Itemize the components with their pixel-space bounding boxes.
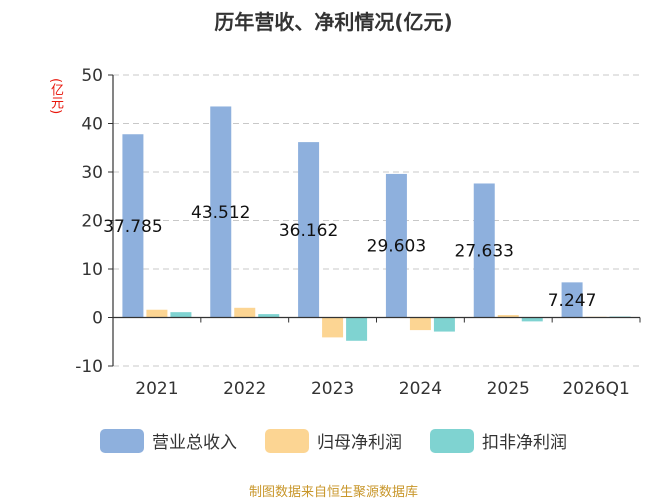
legend-label: 归母净利润 xyxy=(317,433,402,453)
legend-item[interactable]: 归母净利润 xyxy=(265,428,402,453)
legend-label: 营业总收入 xyxy=(152,433,237,453)
bar-扣非净利润-2023 xyxy=(346,317,368,341)
data-label: 29.603 xyxy=(367,237,426,257)
data-label: 7.247 xyxy=(548,291,597,311)
bar-营业总收入-2021 xyxy=(122,134,144,318)
y-tick-label: 10 xyxy=(81,260,103,280)
bar-chart-plot: -10 0 10 20 30 40 50 2021 37.785 2022 43.512 2023 36… xyxy=(75,66,641,399)
bar-营业总收入-2022 xyxy=(210,106,232,318)
legend: 营业总收入 归母净利润 扣非净利润 xyxy=(0,428,667,453)
source-note: 制图数据来自恒生聚源数据库 xyxy=(248,485,418,500)
x-tick-label: 2023 xyxy=(311,379,354,399)
y-tick-label: 50 xyxy=(81,66,103,86)
chart-title: 历年营收、净利情况(亿元) xyxy=(214,10,453,34)
y-tick-label: 0 xyxy=(92,309,103,329)
legend-swatch xyxy=(100,428,144,453)
gridlines xyxy=(113,74,640,367)
x-tick-label: 2026Q1 xyxy=(562,379,629,399)
x-tick-label: 2021 xyxy=(135,379,178,399)
legend-label: 扣非净利润 xyxy=(482,433,567,453)
x-tick-label: 2025 xyxy=(487,379,530,399)
bar-归母净利润-2025 xyxy=(497,315,519,318)
data-label: 43.512 xyxy=(191,203,250,223)
bar-归母净利润-2023 xyxy=(322,317,344,338)
data-label: 27.633 xyxy=(455,241,514,261)
y-tick-label: 20 xyxy=(81,212,103,232)
legend-swatch xyxy=(430,428,474,453)
x-tick-label: 2024 xyxy=(399,379,442,399)
bar-营业总收入-2023 xyxy=(298,142,320,318)
legend-item[interactable]: 扣非净利润 xyxy=(430,428,567,453)
bar-扣非净利润-2022 xyxy=(258,314,280,318)
y-tick-label: 30 xyxy=(81,163,103,183)
y-tick-label: -10 xyxy=(75,357,103,377)
bar-扣非净利润-2021 xyxy=(170,312,192,318)
bar-归母净利润-2024 xyxy=(409,317,431,331)
axes xyxy=(108,74,641,367)
labels: -10 0 10 20 30 40 50 2021 37.785 2022 43.512 2023 36… xyxy=(75,66,630,399)
bar-扣非净利润-2024 xyxy=(433,317,455,332)
bar-归母净利润-2021 xyxy=(146,309,168,318)
bar-营业总收入-2026Q1 xyxy=(561,282,583,318)
y-axis-unit: (亿元) xyxy=(48,78,63,115)
bar-营业总收入-2025 xyxy=(473,183,495,318)
data-label: 36.162 xyxy=(279,221,338,241)
bar-归母净利润-2022 xyxy=(234,307,256,318)
bars xyxy=(122,106,631,341)
data-label: 37.785 xyxy=(103,217,162,237)
y-tick-label: 40 xyxy=(81,115,103,135)
bar-营业总收入-2024 xyxy=(385,173,407,318)
legend-swatch xyxy=(265,428,309,453)
legend-item[interactable]: 营业总收入 xyxy=(100,428,237,453)
x-tick-label: 2022 xyxy=(223,379,266,399)
bar-扣非净利润-2025 xyxy=(521,317,543,322)
